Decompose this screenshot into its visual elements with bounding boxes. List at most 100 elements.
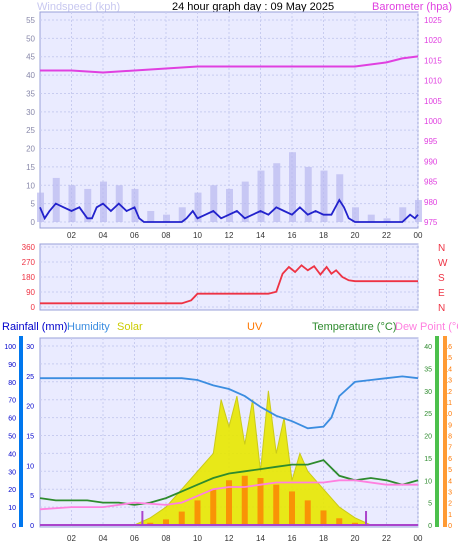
x-tick-label: 04	[99, 231, 108, 240]
x-tick-label: 14	[256, 534, 265, 543]
direction-tick-label: 90	[26, 288, 35, 297]
x-tick-label: 06	[130, 231, 139, 240]
uv-tick-label: 4	[448, 478, 452, 485]
gust-bar	[178, 207, 186, 222]
baro-tick-label: 1000	[424, 117, 442, 126]
gust-bar	[336, 174, 344, 222]
gust-bar	[210, 185, 218, 222]
humidity-tick-label: 30	[8, 469, 16, 476]
gust-bar	[68, 185, 76, 222]
gust-bar	[241, 181, 249, 222]
graph-title: 24 hour graph day : 09 May 2025	[172, 1, 335, 13]
temp-tick-label: 5	[428, 501, 432, 508]
uv-tick-label: 9	[448, 422, 452, 429]
wind-tick-label: 15	[26, 163, 35, 172]
wind-tick-label: 40	[26, 71, 35, 80]
x-tick-label: 20	[351, 534, 360, 543]
gust-bar	[304, 166, 312, 222]
direction-tick-label: 180	[22, 273, 36, 282]
x-tick-label: 08	[162, 534, 171, 543]
uv-tick-label: 6	[448, 456, 452, 463]
uv-bar	[210, 489, 217, 525]
x-tick-label: 00	[414, 534, 423, 543]
uv-bar	[304, 500, 311, 525]
uv-tick-label: 2	[448, 501, 452, 508]
uv-tick-label: 11	[445, 400, 452, 407]
baro-tick-label: 985	[424, 178, 438, 187]
humidity-tick-label: 40	[8, 451, 16, 458]
solar-legend: Solar	[117, 321, 143, 333]
humidity-tick-label: 90	[8, 362, 16, 369]
gust-bar	[352, 207, 359, 222]
gust-bar	[415, 199, 422, 222]
direction-tick-label: 360	[22, 243, 36, 252]
uv-bar	[289, 491, 295, 525]
temp-tick-label: 40	[424, 344, 432, 351]
uv-bar	[163, 519, 169, 525]
compass-label: S	[438, 273, 445, 284]
uv-bar	[336, 518, 343, 525]
x-tick-label: 04	[99, 534, 108, 543]
uv-bar	[273, 484, 280, 525]
humidity-tick-label: 50	[8, 434, 16, 441]
baro-tick-label: 1010	[424, 77, 442, 86]
gust-bar	[399, 207, 407, 222]
uv-tick-label: 7	[448, 445, 452, 452]
temp-tick-label: 10	[424, 478, 432, 485]
uv-tick-label: 13	[444, 378, 452, 385]
gust-bar	[289, 152, 296, 222]
humidity-legend: Humidity	[67, 321, 110, 333]
x-tick-label: 16	[288, 231, 297, 240]
x-tick-label: 12	[225, 231, 234, 240]
wind-tick-label: 55	[26, 16, 35, 25]
compass-label: W	[438, 258, 448, 269]
barometer-line	[40, 55, 419, 74]
temp-tick-label: 25	[424, 411, 432, 418]
temperature-legend: Temperature (°C)	[312, 321, 397, 333]
temp-tick-label: 0	[428, 523, 432, 530]
baro-tick-label: 995	[424, 137, 438, 146]
baro-tick-label: 1020	[424, 36, 442, 45]
baro-tick-label: 1015	[424, 56, 442, 65]
wind-tick-label: 35	[26, 89, 35, 98]
wind-tick-label: 30	[26, 108, 35, 117]
windspeed-label: Windspeed (kph)	[37, 1, 121, 13]
uv-tick-label: 0	[448, 523, 452, 530]
wind-tick-label: 25	[26, 126, 35, 135]
humidity-tick-label: 60	[8, 416, 16, 423]
rain-tick-label: 25	[26, 374, 34, 381]
baro-tick-label: 1005	[424, 97, 442, 106]
uv-tick-label: 14	[444, 366, 452, 373]
uv-bar	[352, 522, 358, 525]
direction-tick-label: 0	[31, 303, 36, 312]
temp-tick-label: 15	[424, 456, 432, 463]
humidity-tick-label: 80	[8, 380, 16, 387]
gust-bar	[320, 170, 328, 222]
uv-tick-label: 12	[444, 389, 452, 396]
x-tick-label: 22	[382, 534, 391, 543]
uv-bar	[226, 480, 232, 525]
x-tick-label: 16	[288, 534, 297, 543]
temp-tick-label: 35	[424, 366, 432, 373]
gust-bar	[100, 181, 107, 222]
uv-bar	[241, 475, 248, 525]
baro-tick-label: 1025	[424, 16, 442, 25]
uv-tick-label: 15	[444, 355, 452, 362]
rain-tick-label: 20	[26, 404, 34, 411]
gust-bar	[147, 210, 155, 222]
gust-bar	[226, 188, 233, 222]
uv-tick-label: 1	[448, 512, 452, 519]
x-tick-label: 18	[319, 231, 328, 240]
barometer-label: Barometer (hpa)	[372, 1, 453, 13]
gust-bar	[383, 218, 391, 222]
temp-tick-label: 30	[424, 389, 432, 396]
rainfall-legend: Rainfall (mm)	[2, 321, 68, 333]
x-tick-label: 10	[193, 534, 202, 543]
humidity-tick-label: 10	[8, 505, 16, 512]
compass-label: N	[438, 243, 445, 254]
uv-tick-label: 10	[444, 411, 452, 418]
gust-bar	[367, 214, 375, 222]
rain-tick-label: 30	[26, 344, 34, 351]
